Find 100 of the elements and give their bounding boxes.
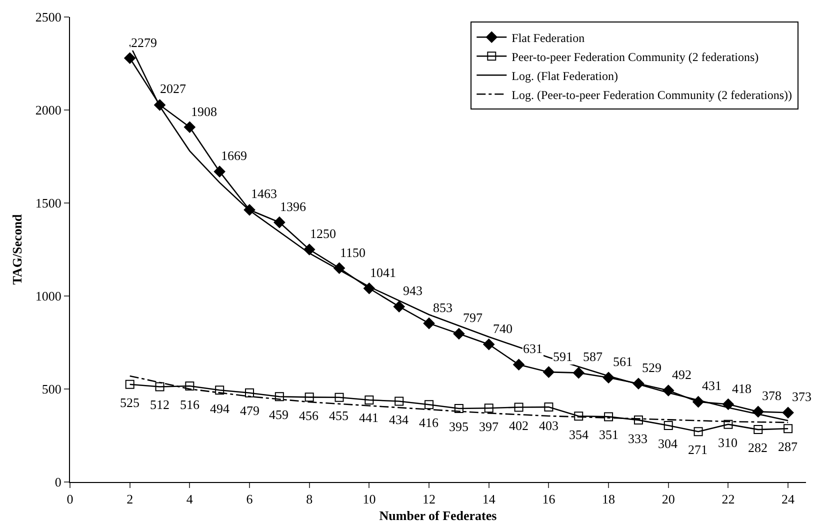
y-tick-label: 500 [42, 382, 62, 397]
legend-label: Log. (Flat Federation) [512, 68, 618, 83]
point [574, 412, 584, 421]
point [664, 420, 673, 430]
x-tick-label: 4 [186, 492, 194, 507]
point [453, 328, 465, 340]
data-label: 512 [150, 397, 170, 412]
data-label: 402 [509, 418, 528, 433]
data-label: 397 [479, 419, 499, 434]
data-label: 494 [210, 401, 230, 416]
y-tick-label: 2000 [35, 102, 62, 118]
point [483, 338, 495, 350]
data-label: 525 [120, 395, 140, 410]
data-label: 943 [403, 283, 422, 298]
data-label: 434 [389, 412, 409, 427]
point [334, 392, 344, 402]
data-label: 631 [523, 341, 542, 356]
point [125, 380, 134, 389]
data-label: 853 [433, 300, 452, 315]
point [514, 402, 524, 412]
data-label: 529 [642, 360, 662, 375]
data-label: 1669 [221, 148, 247, 163]
data-label: 2027 [160, 81, 186, 96]
data-label: 1396 [280, 199, 306, 214]
data-label: 591 [553, 349, 572, 364]
point [423, 318, 435, 330]
point [274, 216, 286, 228]
data-label: 333 [628, 431, 648, 446]
x-tick-label: 8 [306, 492, 313, 507]
data-label: 1041 [370, 265, 396, 280]
point [604, 412, 614, 422]
x-tick-label: 24 [782, 492, 796, 507]
x-tick-label: 14 [482, 492, 496, 507]
y-tick-label: 1000 [35, 288, 62, 304]
data-label: 459 [269, 407, 288, 422]
legend-label: Log. (Peer-to-peer Federation Community (2 federations)) [512, 88, 792, 102]
point [184, 121, 196, 133]
x-tick-label: 6 [246, 492, 254, 507]
data-label: 797 [463, 310, 483, 325]
x-tick-label: 2 [126, 492, 134, 507]
x-tick-label: 16 [542, 492, 556, 507]
x-tick-label: 0 [66, 492, 74, 507]
point [393, 300, 405, 312]
point [274, 392, 284, 402]
point [304, 392, 314, 402]
point [124, 52, 136, 64]
x-axis-title: Number of Federates [379, 508, 497, 524]
point [572, 367, 584, 379]
point [364, 395, 374, 404]
x-tick-label: 18 [602, 492, 616, 507]
legend-label: Peer-to-peer Federation Community (2 federations) [512, 50, 759, 64]
data-label: 455 [329, 408, 348, 423]
data-label: 351 [599, 427, 618, 442]
data-label: 456 [299, 408, 319, 423]
data-label: 431 [702, 378, 722, 393]
data-label: 416 [419, 415, 439, 430]
point [424, 400, 434, 410]
point [724, 420, 733, 429]
y-axis-title: TAG/Second [9, 213, 24, 285]
point [782, 406, 794, 418]
point [454, 404, 464, 414]
data-label: 740 [493, 321, 512, 336]
data-label: 282 [748, 440, 768, 455]
data-label: 310 [718, 435, 738, 450]
point [754, 425, 763, 434]
x-tick-label: 10 [362, 492, 376, 507]
data-label: 1250 [310, 226, 336, 241]
data-label: 441 [359, 410, 378, 425]
point [544, 402, 554, 412]
data-label: 2279 [131, 35, 157, 50]
data-label: 287 [778, 439, 798, 454]
data-label: 1908 [191, 104, 217, 119]
point [543, 366, 554, 378]
point [185, 382, 194, 391]
data-label: 373 [792, 389, 812, 404]
y-tick-label: 1500 [35, 196, 62, 211]
data-label: 304 [658, 436, 678, 451]
data-label: 587 [583, 349, 603, 364]
data-label: 354 [569, 427, 589, 442]
data-label: 479 [240, 403, 260, 418]
point [394, 396, 404, 406]
legend-label: Flat Federation [512, 30, 585, 45]
x-tick-label: 20 [662, 492, 675, 507]
point [784, 424, 793, 434]
data-label: 561 [613, 354, 632, 369]
data-label: 403 [539, 418, 558, 433]
y-tick-label: 0 [54, 474, 62, 490]
data-label: 1463 [251, 186, 277, 201]
data-label: 492 [672, 367, 692, 382]
point [634, 416, 643, 425]
data-label: 378 [762, 388, 782, 403]
y-tick-label: 2500 [35, 10, 62, 25]
point [484, 404, 494, 413]
data-label: 516 [180, 397, 200, 412]
data-label: 1150 [340, 245, 366, 260]
point [513, 358, 524, 370]
point [155, 382, 164, 392]
point [214, 166, 226, 178]
data-label: 418 [732, 381, 752, 396]
x-tick-label: 12 [422, 492, 436, 507]
